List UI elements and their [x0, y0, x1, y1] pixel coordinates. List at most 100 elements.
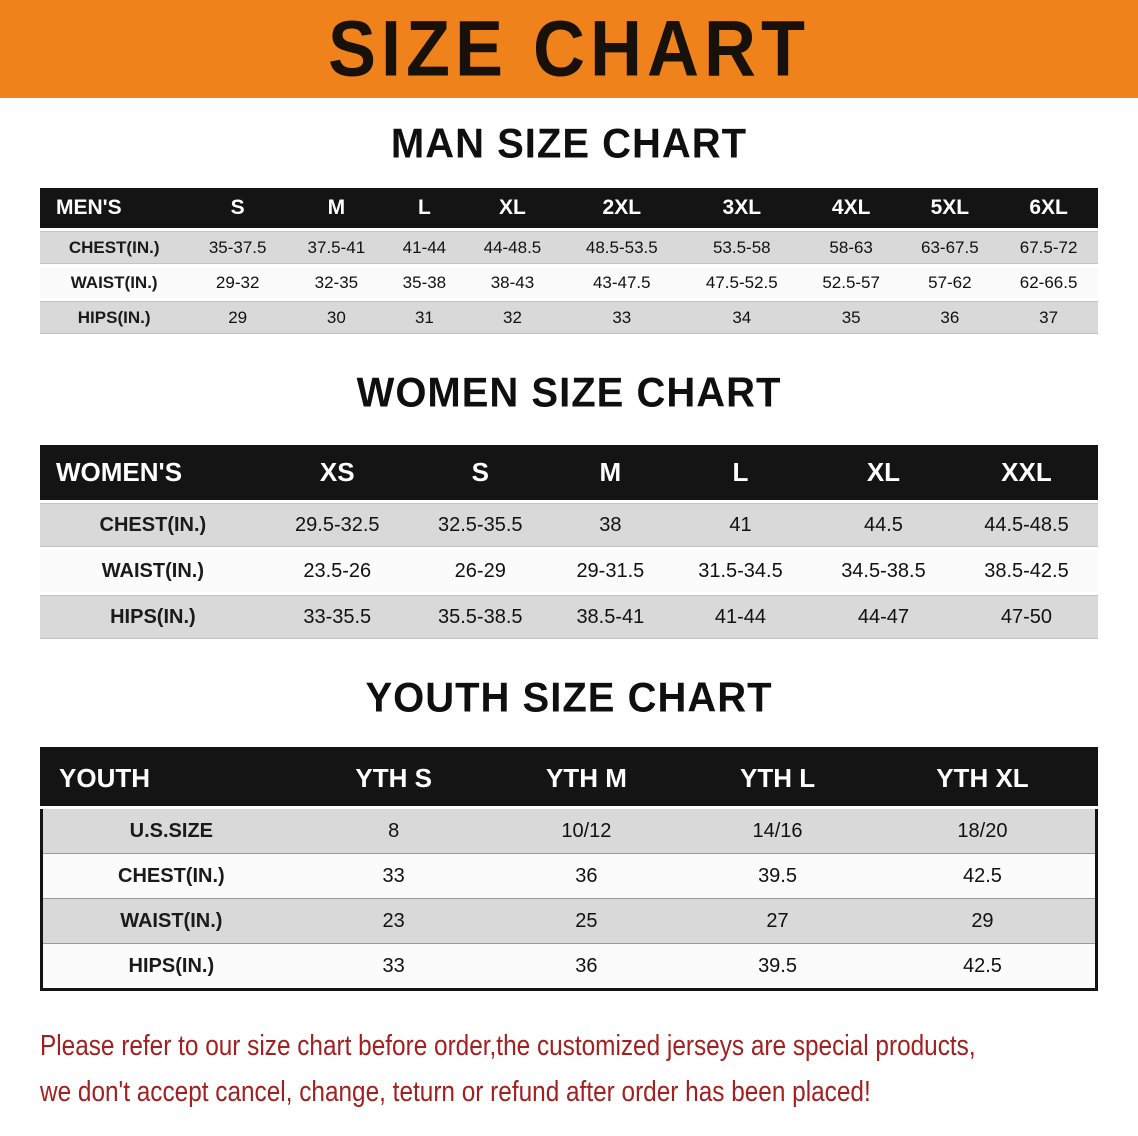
size-column-header: YTH L: [685, 748, 870, 809]
table-header-row: YOUTH YTH S YTH M YTH L YTH XL: [41, 748, 1097, 809]
size-value-cell: 8: [299, 807, 488, 854]
size-value-cell: 38.5-41: [551, 595, 669, 639]
womens-heading: WOMEN SIZE CHART: [356, 369, 782, 417]
table-title-cell: MEN'S: [40, 188, 189, 228]
size-value-cell: 36: [900, 301, 1000, 334]
mens-section: MAN SIZE CHART MEN'S S M L XL 2XL 3XL 4XL 5XL 6XL…: [0, 120, 1138, 337]
size-value-cell: 29: [869, 898, 1097, 944]
size-value-cell: 48.5-53.5: [561, 231, 682, 264]
size-value-cell: 44.5: [811, 503, 955, 547]
size-column-header: YTH S: [299, 748, 488, 809]
row-label: WAIST(IN.): [40, 267, 189, 298]
size-value-cell: 25: [487, 898, 686, 944]
size-value-cell: 39.5: [685, 943, 870, 990]
size-value-cell: 32-35: [287, 267, 386, 298]
mens-heading: MAN SIZE CHART: [390, 120, 748, 168]
size-value-cell: 44-48.5: [463, 231, 562, 264]
size-value-cell: 29-32: [188, 267, 288, 298]
size-column-header: 2XL: [561, 188, 682, 228]
size-column-header: XS: [265, 445, 409, 500]
size-value-cell: 18/20: [869, 807, 1097, 854]
size-value-cell: 44.5-48.5: [954, 503, 1098, 547]
size-value-cell: 29-31.5: [551, 550, 669, 592]
size-value-cell: 33: [299, 853, 488, 899]
size-value-cell: 23.5-26: [265, 550, 409, 592]
size-column-header: 6XL: [999, 188, 1098, 228]
measurement-row: HIPS(IN.) 29 30 31 32 33 34 35 36 37: [40, 301, 1098, 334]
row-label: WAIST(IN.): [40, 550, 266, 592]
size-value-cell: 30: [287, 301, 386, 334]
size-column-header: XXL: [954, 445, 1098, 500]
size-value-cell: 34: [681, 301, 802, 334]
size-value-cell: 63-67.5: [900, 231, 1000, 264]
size-column-header: S: [408, 445, 552, 500]
size-value-cell: 44-47: [811, 595, 955, 639]
size-column-header: M: [287, 188, 386, 228]
size-value-cell: 39.5: [685, 853, 870, 899]
measurement-row: WAIST(IN.) 23 25 27 29: [41, 898, 1097, 944]
size-value-cell: 36: [487, 943, 686, 990]
size-column-header: YTH XL: [869, 748, 1097, 809]
row-label: CHEST(IN.): [40, 231, 189, 264]
row-label: CHEST(IN.): [40, 503, 266, 547]
youth-heading: YOUTH SIZE CHART: [365, 674, 773, 722]
measurement-row: U.S.SIZE 8 10/12 14/16 18/20: [41, 807, 1097, 854]
size-value-cell: 35-38: [385, 267, 464, 298]
size-value-cell: 31: [385, 301, 464, 334]
size-value-cell: 33-35.5: [265, 595, 409, 639]
disclaimer-line-2: we don't accept cancel, change, teturn o…: [40, 1076, 871, 1109]
size-value-cell: 35-37.5: [188, 231, 288, 264]
size-value-cell: 23: [299, 898, 488, 944]
measurement-row: HIPS(IN.) 33 36 39.5 42.5: [41, 943, 1097, 990]
size-value-cell: 31.5-34.5: [668, 550, 812, 592]
table-header-row: MEN'S S M L XL 2XL 3XL 4XL 5XL 6XL: [40, 188, 1098, 228]
row-label: HIPS(IN.): [41, 943, 300, 990]
measurement-row: HIPS(IN.) 33-35.5 35.5-38.5 38.5-41 41-44 44-…: [40, 595, 1098, 639]
disclaimer: Please refer to our size chart before or…: [0, 1023, 1138, 1116]
size-column-header: YTH M: [487, 748, 686, 809]
size-value-cell: 34.5-38.5: [811, 550, 955, 592]
size-value-cell: 38-43: [463, 267, 562, 298]
size-value-cell: 26-29: [408, 550, 552, 592]
measurement-row: CHEST(IN.) 29.5-32.5 32.5-35.5 38 41 44.5 44.5…: [40, 503, 1098, 547]
size-column-header: 5XL: [900, 188, 1000, 228]
size-value-cell: 41: [668, 503, 812, 547]
size-value-cell: 47.5-52.5: [681, 267, 802, 298]
size-column-header: 4XL: [801, 188, 901, 228]
size-value-cell: 41-44: [668, 595, 812, 639]
row-label: CHEST(IN.): [41, 853, 300, 899]
size-value-cell: 58-63: [801, 231, 901, 264]
row-label: HIPS(IN.): [40, 301, 189, 334]
size-value-cell: 38.5-42.5: [954, 550, 1098, 592]
womens-section: WOMEN SIZE CHART WOMEN'S XS S M L XL XXL CHEST(…: [0, 369, 1138, 642]
size-value-cell: 42.5: [869, 943, 1097, 990]
mens-size-table: MEN'S S M L XL 2XL 3XL 4XL 5XL 6XL CHEST(IN.) 35-37…: [40, 185, 1098, 337]
youth-size-table: YOUTH YTH S YTH M YTH L YTH XL U.S.SIZE 8 10/12…: [40, 747, 1098, 991]
disclaimer-line-1: Please refer to our size chart before or…: [40, 1030, 976, 1062]
size-value-cell: 62-66.5: [999, 267, 1098, 298]
size-value-cell: 10/12: [487, 807, 686, 854]
size-value-cell: 35.5-38.5: [408, 595, 552, 639]
size-value-cell: 67.5-72: [999, 231, 1098, 264]
size-value-cell: 29: [188, 301, 288, 334]
size-value-cell: 29.5-32.5: [265, 503, 409, 547]
size-value-cell: 52.5-57: [801, 267, 901, 298]
size-value-cell: 53.5-58: [681, 231, 802, 264]
size-value-cell: 43-47.5: [561, 267, 682, 298]
row-label: WAIST(IN.): [41, 898, 300, 944]
size-value-cell: 33: [561, 301, 682, 334]
size-value-cell: 41-44: [385, 231, 464, 264]
womens-size-table: WOMEN'S XS S M L XL XXL CHEST(IN.) 29.5-32.5 32.5…: [40, 442, 1098, 642]
page-title: SIZE CHART: [328, 4, 810, 93]
size-column-header: 3XL: [681, 188, 802, 228]
size-column-header: L: [385, 188, 464, 228]
size-value-cell: 37: [999, 301, 1098, 334]
table-header-row: WOMEN'S XS S M L XL XXL: [40, 445, 1098, 500]
measurement-row: CHEST(IN.) 33 36 39.5 42.5: [41, 853, 1097, 899]
size-value-cell: 35: [801, 301, 901, 334]
size-column-header: M: [551, 445, 669, 500]
table-title-cell: WOMEN'S: [40, 445, 266, 500]
row-label: HIPS(IN.): [40, 595, 266, 639]
size-column-header: S: [188, 188, 288, 228]
